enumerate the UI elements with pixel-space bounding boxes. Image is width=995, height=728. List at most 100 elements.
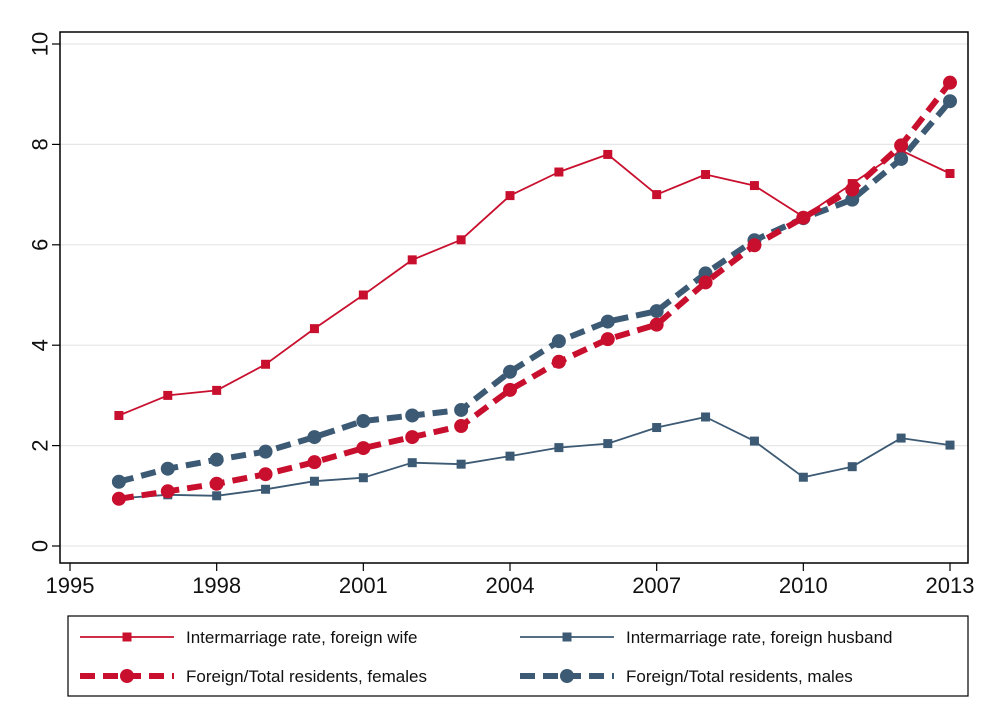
data-point <box>163 390 173 400</box>
x-tick-label: 2013 <box>926 573 975 598</box>
data-point <box>356 414 371 429</box>
data-point <box>454 419 469 434</box>
data-point <box>405 430 420 445</box>
data-point <box>798 472 808 482</box>
data-point <box>554 167 564 177</box>
data-point <box>943 94 957 109</box>
data-point <box>749 181 759 191</box>
x-tick-label: 2010 <box>779 573 828 598</box>
data-point <box>160 484 175 499</box>
data-point <box>111 474 126 489</box>
legend-label: Intermarriage rate, foreign wife <box>186 628 418 647</box>
data-point <box>551 354 566 369</box>
data-point <box>945 440 955 450</box>
data-point <box>649 317 664 332</box>
series-2 <box>111 75 957 506</box>
series-3 <box>111 94 957 489</box>
legend-box <box>67 615 969 697</box>
data-point <box>356 441 371 456</box>
data-point <box>747 238 762 253</box>
data-point <box>258 467 273 482</box>
data-point <box>749 436 759 446</box>
legend-item: Foreign/Total residents, females <box>80 667 427 686</box>
legend-swatch-marker <box>560 669 574 683</box>
data-point <box>503 382 517 397</box>
y-tick-label: 2 <box>28 439 53 451</box>
data-point <box>111 491 126 506</box>
data-point <box>114 410 124 420</box>
data-point <box>847 462 857 472</box>
axes: 0 2 4 6 8 10 1995 1998 2001 2004 2007 2010 2013 <box>28 32 975 598</box>
legend-label: Foreign/Total residents, females <box>186 667 427 686</box>
y-tick-label: 10 <box>28 32 53 56</box>
data-point <box>258 444 273 459</box>
data-point <box>309 476 319 486</box>
x-tick-label: 2004 <box>486 573 535 598</box>
series-line <box>118 416 951 500</box>
grid-lines <box>60 43 968 547</box>
data-point <box>603 439 613 449</box>
data-point <box>505 191 515 201</box>
data-point <box>845 182 860 197</box>
data-point <box>307 455 322 470</box>
data-point <box>600 314 615 329</box>
series-line <box>118 80 953 502</box>
x-tick-label: 1998 <box>192 573 241 598</box>
legend-swatch-marker <box>122 632 132 642</box>
legend-item: Intermarriage rate, foreign husband <box>520 628 893 647</box>
data-point <box>600 332 615 347</box>
y-tick-label: 4 <box>28 339 53 351</box>
legend-item: Foreign/Total residents, males <box>520 667 853 686</box>
data-point <box>358 290 368 300</box>
y-tick-label: 8 <box>28 138 53 150</box>
data-point <box>212 491 222 501</box>
data-point <box>894 151 909 166</box>
data-point <box>652 423 662 433</box>
data-point <box>896 433 906 443</box>
data-point <box>505 451 515 461</box>
x-tick-label: 2001 <box>339 573 388 598</box>
data-point <box>261 484 271 494</box>
series-line <box>118 99 953 485</box>
y-tick-label: 0 <box>28 540 53 552</box>
data-point <box>212 385 222 395</box>
data-point <box>209 452 224 467</box>
data-point <box>160 461 175 476</box>
legend-label: Intermarriage rate, foreign husband <box>626 628 893 647</box>
data-point <box>701 412 711 422</box>
data-point <box>358 473 368 483</box>
data-point <box>796 210 811 225</box>
data-point <box>698 275 713 290</box>
data-point <box>503 364 517 379</box>
data-point <box>309 324 319 334</box>
data-point <box>701 170 711 180</box>
x-tick-label: 2007 <box>632 573 681 598</box>
data-point <box>943 75 957 90</box>
legend-item: Intermarriage rate, foreign wife <box>80 628 418 647</box>
data-point <box>454 402 469 417</box>
data-point <box>551 334 566 349</box>
data-point <box>456 459 466 469</box>
data-point <box>407 255 417 265</box>
legend: Intermarriage rate, foreign wife Intermar… <box>67 615 969 697</box>
data-point <box>649 304 664 319</box>
data-point <box>945 169 955 179</box>
data-point <box>456 235 466 245</box>
x-tick-label: 1995 <box>46 573 95 598</box>
data-point <box>603 149 613 159</box>
data-point <box>652 190 662 200</box>
series-1 <box>114 412 955 503</box>
data-point <box>261 359 271 369</box>
legend-swatch-marker <box>120 669 134 683</box>
data-point <box>209 476 224 491</box>
y-tick-label: 6 <box>28 239 53 251</box>
data-point <box>407 458 417 468</box>
legend-label: Foreign/Total residents, males <box>626 667 853 686</box>
legend-swatch-marker <box>562 632 572 642</box>
series-layer <box>111 75 957 506</box>
data-point <box>894 138 909 153</box>
data-point <box>554 443 564 453</box>
plot-frame <box>59 31 969 564</box>
